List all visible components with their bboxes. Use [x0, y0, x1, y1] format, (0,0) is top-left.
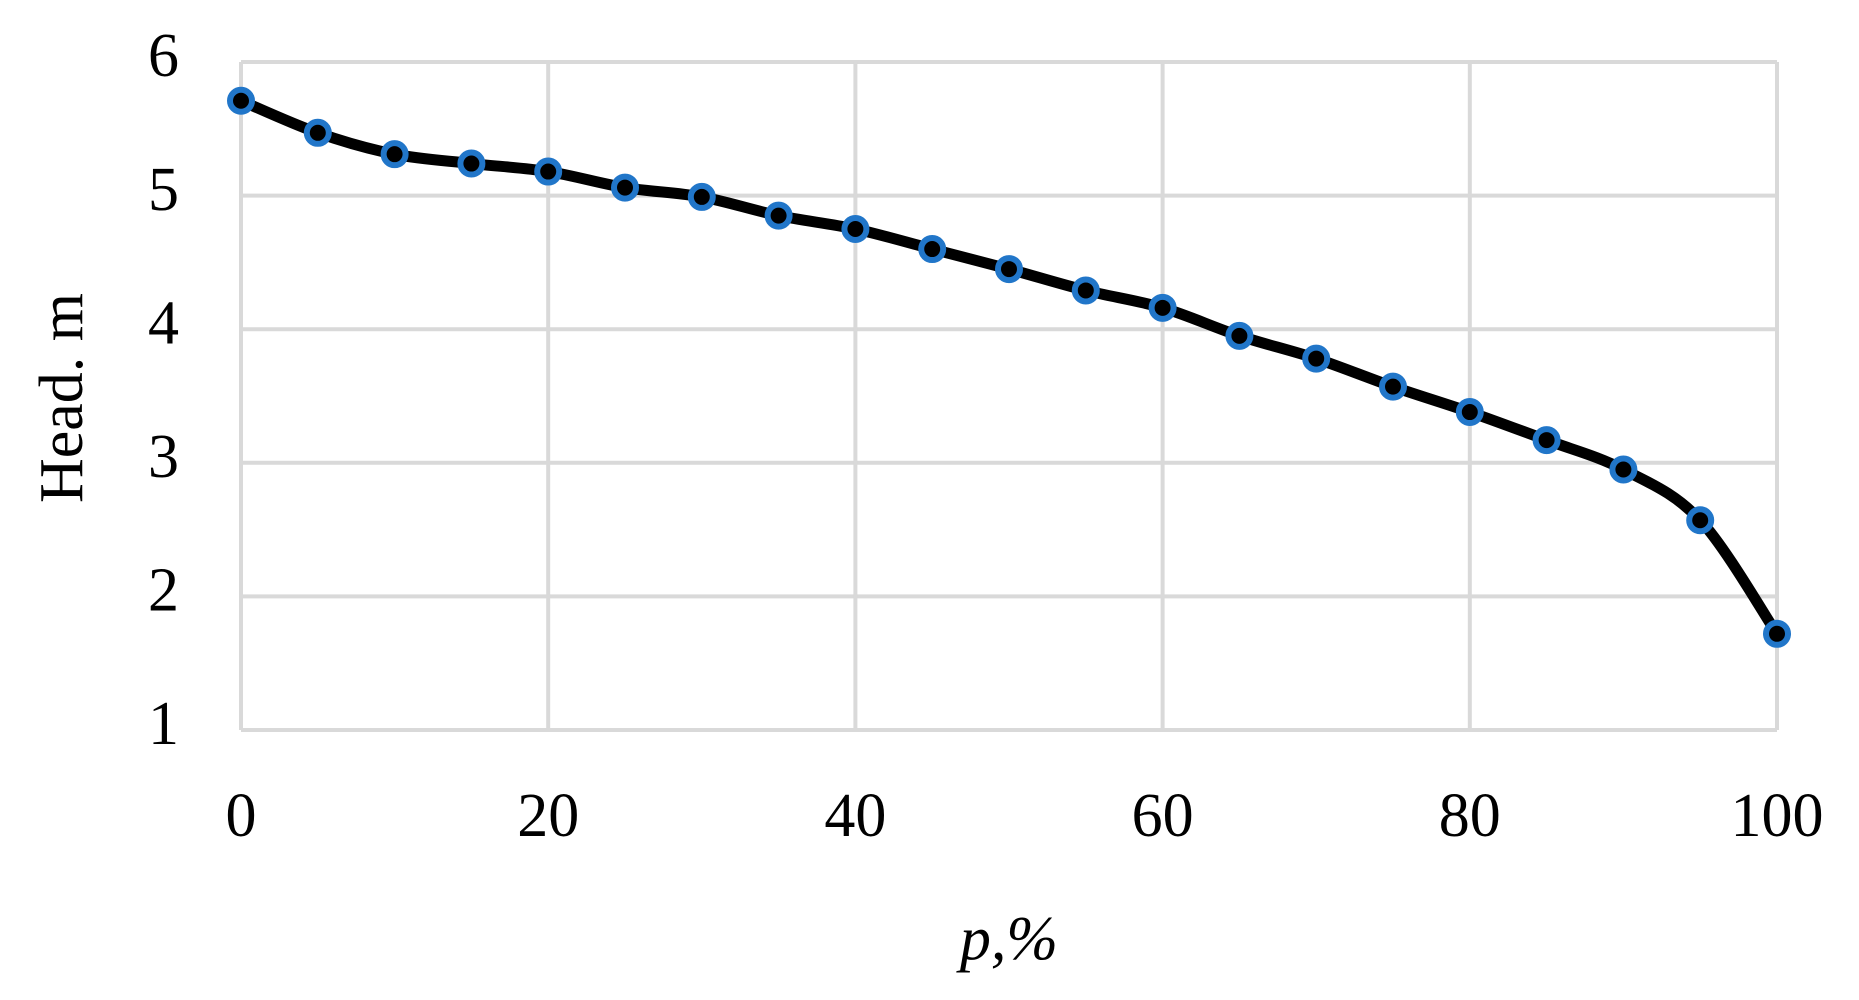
marker — [841, 215, 870, 243]
marker — [1379, 372, 1407, 401]
marker — [1686, 506, 1715, 535]
marker — [1532, 426, 1561, 455]
marker — [687, 182, 716, 211]
x-tick-label: 0 — [226, 782, 257, 850]
marker — [918, 235, 947, 264]
marker — [227, 86, 255, 115]
y-tick-label: 6 — [148, 22, 179, 90]
y-tick-label: 4 — [148, 289, 179, 357]
marker — [1763, 619, 1791, 648]
marker — [611, 173, 639, 202]
marker — [303, 118, 332, 147]
y-tick-label: 1 — [148, 690, 179, 758]
marker — [1225, 321, 1254, 350]
y-tick-label: 3 — [148, 423, 179, 491]
marker — [1455, 398, 1484, 427]
x-tick-label: 20 — [517, 782, 579, 850]
x-tick-label: 80 — [1439, 782, 1501, 850]
y-tick-label: 2 — [148, 557, 179, 625]
marker — [457, 149, 486, 178]
marker — [1609, 455, 1638, 484]
x-tick-label: 60 — [1132, 782, 1194, 850]
y-axis-title: Head. m — [28, 293, 96, 503]
marker — [1071, 276, 1100, 305]
marker — [534, 157, 563, 186]
y-tick-label: 5 — [148, 156, 179, 224]
marker — [1302, 344, 1331, 373]
x-tick-label: 40 — [824, 782, 886, 850]
marker — [995, 255, 1023, 284]
marker — [1148, 293, 1177, 322]
line — [238, 95, 1782, 637]
marker — [380, 140, 409, 169]
x-axis-title: p,% — [956, 905, 1058, 973]
marker — [764, 201, 793, 230]
x-tick-label: 100 — [1731, 782, 1824, 850]
